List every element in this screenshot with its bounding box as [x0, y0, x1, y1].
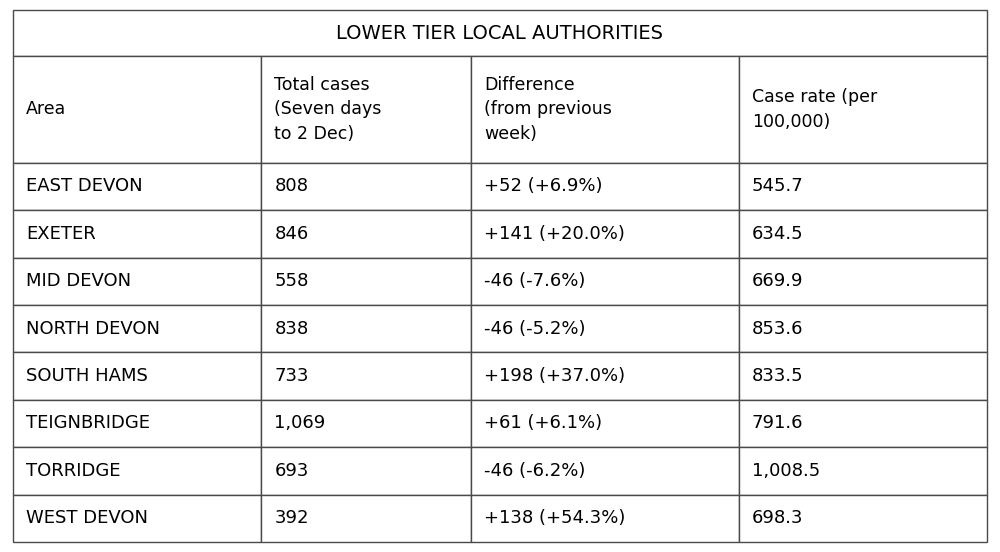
Bar: [471, 305, 739, 352]
Bar: [13, 163, 261, 210]
Bar: [739, 210, 987, 258]
Bar: [13, 305, 261, 352]
Text: TEIGNBRIDGE: TEIGNBRIDGE: [26, 415, 150, 433]
Text: -46 (-6.2%): -46 (-6.2%): [484, 462, 585, 480]
Text: 545.7: 545.7: [752, 177, 803, 195]
Text: +138 (+54.3%): +138 (+54.3%): [484, 509, 625, 527]
Text: 808: 808: [274, 177, 308, 195]
Bar: [261, 400, 471, 447]
Text: 733: 733: [274, 367, 309, 385]
Text: Total cases
(Seven days
to 2 Dec): Total cases (Seven days to 2 Dec): [274, 76, 382, 143]
Text: SOUTH HAMS: SOUTH HAMS: [26, 367, 148, 385]
Bar: [261, 495, 471, 542]
Bar: [261, 352, 471, 400]
Bar: [739, 352, 987, 400]
Text: +61 (+6.1%): +61 (+6.1%): [484, 415, 602, 433]
Text: -46 (-5.2%): -46 (-5.2%): [484, 320, 585, 338]
Bar: [13, 56, 261, 163]
Bar: [739, 495, 987, 542]
Bar: [471, 400, 739, 447]
Text: 846: 846: [274, 225, 309, 243]
Bar: [471, 495, 739, 542]
Text: 833.5: 833.5: [752, 367, 803, 385]
Bar: [261, 305, 471, 352]
Bar: [471, 447, 739, 495]
Text: 1,069: 1,069: [274, 415, 326, 433]
Text: 693: 693: [274, 462, 309, 480]
Bar: [739, 56, 987, 163]
Text: 634.5: 634.5: [752, 225, 803, 243]
Bar: [13, 447, 261, 495]
Text: 1,008.5: 1,008.5: [752, 462, 820, 480]
Text: 853.6: 853.6: [752, 320, 803, 338]
Bar: [471, 352, 739, 400]
Text: 838: 838: [274, 320, 309, 338]
Bar: [471, 56, 739, 163]
Bar: [13, 400, 261, 447]
Bar: [261, 163, 471, 210]
Bar: [13, 258, 261, 305]
Text: MID DEVON: MID DEVON: [26, 272, 131, 290]
Bar: [13, 210, 261, 258]
Text: EAST DEVON: EAST DEVON: [26, 177, 143, 195]
Bar: [13, 352, 261, 400]
Bar: [739, 163, 987, 210]
Text: TORRIDGE: TORRIDGE: [26, 462, 120, 480]
Bar: [739, 305, 987, 352]
Bar: [13, 495, 261, 542]
Bar: [261, 56, 471, 163]
Text: Difference
(from previous
week): Difference (from previous week): [484, 76, 612, 143]
Bar: [739, 400, 987, 447]
Bar: [471, 210, 739, 258]
Bar: [471, 163, 739, 210]
Text: EXETER: EXETER: [26, 225, 96, 243]
Text: 558: 558: [274, 272, 309, 290]
Bar: [13, 10, 987, 56]
Text: -46 (-7.6%): -46 (-7.6%): [484, 272, 585, 290]
Text: Area: Area: [26, 100, 66, 119]
Bar: [261, 210, 471, 258]
Bar: [739, 258, 987, 305]
Bar: [739, 447, 987, 495]
Text: 791.6: 791.6: [752, 415, 803, 433]
Bar: [261, 258, 471, 305]
Text: LOWER TIER LOCAL AUTHORITIES: LOWER TIER LOCAL AUTHORITIES: [336, 24, 664, 43]
Text: +198 (+37.0%): +198 (+37.0%): [484, 367, 625, 385]
Text: NORTH DEVON: NORTH DEVON: [26, 320, 160, 338]
Bar: [471, 258, 739, 305]
Text: WEST DEVON: WEST DEVON: [26, 509, 148, 527]
Text: 698.3: 698.3: [752, 509, 803, 527]
Text: +52 (+6.9%): +52 (+6.9%): [484, 177, 602, 195]
Text: Case rate (per
100,000): Case rate (per 100,000): [752, 88, 877, 131]
Text: 392: 392: [274, 509, 309, 527]
Bar: [261, 447, 471, 495]
Text: 669.9: 669.9: [752, 272, 803, 290]
Text: +141 (+20.0%): +141 (+20.0%): [484, 225, 625, 243]
